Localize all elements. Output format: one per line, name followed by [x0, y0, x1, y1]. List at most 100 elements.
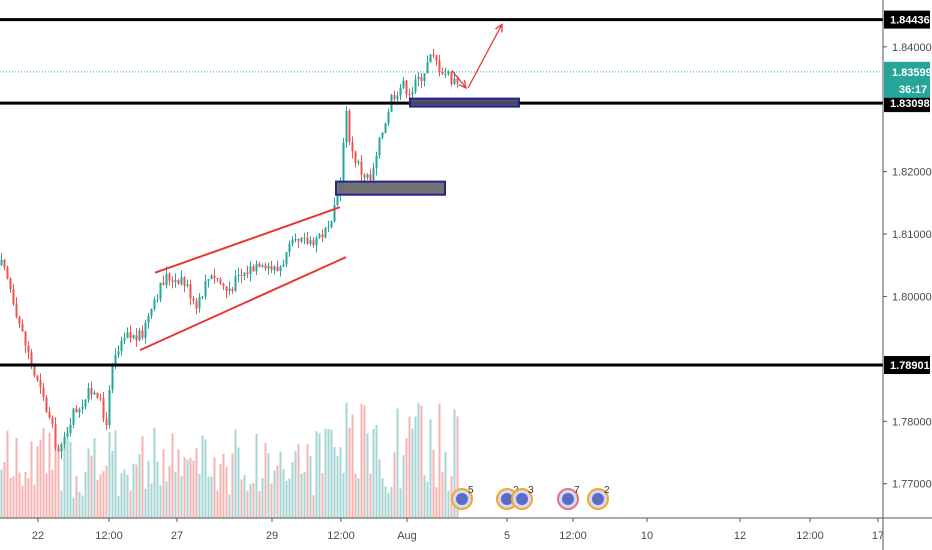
candle-body — [9, 278, 12, 290]
candle-body — [201, 296, 204, 298]
candle-body — [42, 387, 45, 398]
volume-bar — [267, 453, 270, 518]
candle-body — [345, 110, 348, 143]
candle-body — [195, 300, 198, 309]
x-tick-label: 12:00 — [796, 530, 824, 542]
candle-body — [309, 240, 312, 244]
volume-bar — [222, 454, 225, 518]
event-flag-icon — [501, 493, 513, 505]
candle-body — [384, 123, 387, 133]
volume-bar — [51, 469, 54, 518]
candle-body — [234, 276, 237, 291]
event-markers[interactable]: 52372 — [451, 485, 610, 510]
candle-body — [165, 273, 168, 285]
candle-body — [408, 94, 411, 96]
candle-body — [333, 205, 336, 222]
zones[interactable] — [335, 97, 520, 196]
candle-body — [264, 265, 267, 269]
candle-body — [114, 354, 117, 366]
volume-bar — [378, 459, 381, 518]
volume-bar — [165, 481, 168, 518]
candle-body — [387, 111, 390, 124]
volume-bar — [201, 435, 204, 518]
candle-body — [210, 275, 213, 280]
y-tick-label: 1.80000 — [892, 291, 932, 303]
candle-body — [186, 284, 189, 286]
volume-bar — [381, 478, 384, 518]
volume-bar — [456, 416, 459, 518]
candle-body — [135, 335, 138, 341]
volume-bar — [117, 496, 120, 518]
volume-bar — [72, 497, 75, 518]
candle-body — [81, 406, 84, 410]
volume-bar — [171, 433, 174, 518]
volume-bar — [213, 457, 216, 518]
volume-bar — [90, 455, 93, 518]
volume-bar — [180, 476, 183, 518]
volume-bar — [183, 457, 186, 518]
level-price-text: 1.78901 — [890, 360, 930, 372]
volume-bar — [237, 447, 240, 518]
volume-bar — [141, 436, 144, 518]
volume-bar — [426, 481, 429, 518]
volume-bar — [195, 448, 198, 518]
volume-bar — [108, 431, 111, 518]
candle-body — [246, 272, 249, 275]
x-tick-label: 12:00 — [327, 530, 355, 542]
volume-bar — [123, 469, 126, 518]
candle-body — [123, 338, 126, 341]
channel-line-1[interactable] — [154, 206, 341, 274]
candle-body — [360, 161, 363, 175]
candle-body — [0, 259, 3, 266]
candle-body — [144, 322, 147, 338]
volume-bar — [417, 403, 420, 518]
candle-body — [120, 340, 123, 352]
pullback-arrow[interactable] — [451, 70, 467, 89]
trend-lines[interactable] — [139, 23, 503, 352]
volume-bar — [318, 433, 321, 518]
projection-arrow-head — [495, 23, 503, 33]
candle-body — [132, 335, 135, 339]
y-tick-label: 1.78000 — [892, 416, 932, 428]
candle-body — [3, 259, 6, 268]
volume-bar — [327, 429, 330, 518]
volume-bar — [84, 471, 87, 518]
volume-bar — [411, 428, 414, 518]
x-tick-label: 12:00 — [95, 530, 123, 542]
volume-bar — [126, 475, 129, 518]
volume-bar — [9, 477, 12, 518]
volume-bar — [153, 427, 156, 518]
level-price-text: 1.84436 — [890, 15, 930, 27]
projection-arrow[interactable] — [467, 24, 503, 89]
candle-body — [243, 272, 246, 276]
volume-bar — [423, 475, 426, 518]
y-tick-label: 1.84000 — [892, 42, 932, 54]
volume-bar — [87, 448, 90, 518]
channel-line-2[interactable] — [139, 256, 347, 352]
volume-bar — [345, 402, 348, 518]
candle-body — [249, 266, 252, 275]
demand-zone-upper[interactable] — [409, 97, 520, 108]
current-price-tag — [884, 61, 930, 98]
candle-body — [27, 345, 30, 353]
candle-body — [75, 408, 78, 413]
volume-bar — [372, 428, 375, 518]
candle-body — [213, 275, 216, 279]
x-tick-label: 5 — [504, 530, 510, 542]
volume-bar — [93, 438, 96, 518]
volume-bar — [429, 419, 432, 518]
candle-body — [294, 238, 297, 240]
candle-body — [357, 161, 360, 163]
y-tick-label: 1.81000 — [892, 229, 932, 241]
volume-bar — [48, 432, 51, 518]
x-tick-label: 27 — [171, 530, 183, 542]
candle-body — [63, 436, 66, 445]
demand-zone-lower[interactable] — [335, 180, 446, 196]
volume-bar — [210, 476, 213, 518]
candle-body — [393, 94, 396, 100]
candle-body — [312, 240, 315, 246]
candle-body — [105, 418, 108, 426]
volume-bar — [156, 461, 159, 518]
volume-bar — [315, 431, 318, 518]
